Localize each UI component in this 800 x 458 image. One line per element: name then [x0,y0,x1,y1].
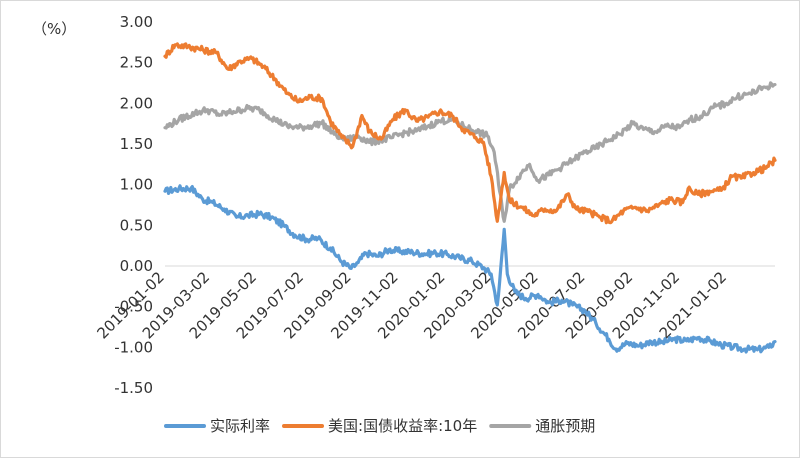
y-tick-label: 1.00 [120,176,153,194]
legend-label: 美国:国债收益率:10年 [328,417,477,435]
legend-label: 实际利率 [210,417,270,435]
y-unit-label: （%） [32,20,76,38]
series-line-0 [163,184,777,354]
y-tick-label: 0.00 [120,257,153,275]
y-tick-label: 1.50 [120,135,153,153]
legend-label: 通胀预期 [535,417,595,435]
y-tick-label: 2.00 [120,94,153,112]
y-tick-label: 2.50 [120,54,153,72]
y-tick-label: 3.00 [120,13,153,31]
series-line-1 [163,42,777,225]
y-tick-label: -0.50 [114,298,153,316]
series-group [163,42,777,354]
y-tick-label: 0.50 [120,216,153,234]
legend: 实际利率 美国:国债收益率:10年 通胀预期 [164,417,595,435]
x-axis: 2019-01-022019-03-022019-05-022019-07-02… [93,268,730,342]
y-axis: 3.00 2.50 2.00 1.50 1.00 0.50 0.00 -0.50 -1.00 -1… [114,13,153,397]
y-tick-label: -1.50 [114,379,153,397]
y-tick-label: -1.00 [114,338,153,356]
